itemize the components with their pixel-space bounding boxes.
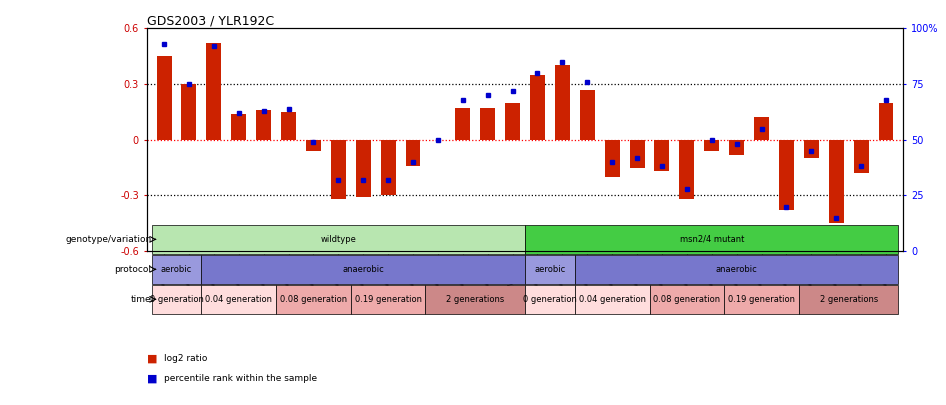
Text: 0.08 generation: 0.08 generation bbox=[280, 295, 347, 304]
Bar bbox=[754, 117, 769, 140]
Text: genotype/variation: genotype/variation bbox=[65, 235, 151, 244]
Bar bbox=[779, 140, 794, 210]
Bar bbox=[555, 66, 569, 140]
Bar bbox=[704, 140, 719, 151]
Bar bbox=[426, 285, 525, 314]
Bar bbox=[804, 140, 819, 158]
Bar bbox=[525, 255, 575, 284]
Text: anaerobic: anaerobic bbox=[342, 265, 384, 274]
Text: 0 generation: 0 generation bbox=[523, 295, 577, 304]
Text: msn2/4 mutant: msn2/4 mutant bbox=[679, 235, 744, 244]
Text: 2 generations: 2 generations bbox=[819, 295, 878, 304]
Text: 0.19 generation: 0.19 generation bbox=[728, 295, 795, 304]
Bar bbox=[356, 140, 371, 197]
Bar bbox=[630, 140, 644, 168]
Bar bbox=[829, 140, 844, 223]
Text: 2 generations: 2 generations bbox=[447, 295, 504, 304]
Text: log2 ratio: log2 ratio bbox=[164, 354, 207, 363]
Text: 0 generation: 0 generation bbox=[149, 295, 203, 304]
Bar bbox=[281, 112, 296, 140]
Bar bbox=[604, 140, 620, 177]
Bar bbox=[530, 75, 545, 140]
Bar bbox=[575, 285, 650, 314]
Bar bbox=[157, 56, 171, 140]
Bar bbox=[151, 225, 525, 254]
Bar bbox=[575, 255, 899, 284]
Bar bbox=[276, 285, 351, 314]
Bar bbox=[525, 285, 575, 314]
Bar bbox=[231, 114, 246, 140]
Bar bbox=[725, 285, 798, 314]
Text: aerobic: aerobic bbox=[161, 265, 192, 274]
Bar bbox=[481, 108, 495, 140]
Text: ■: ■ bbox=[147, 354, 157, 363]
Bar bbox=[306, 140, 321, 151]
Bar bbox=[798, 285, 899, 314]
Bar bbox=[655, 140, 670, 171]
Bar bbox=[853, 140, 868, 173]
Bar bbox=[201, 255, 525, 284]
Text: 0.08 generation: 0.08 generation bbox=[654, 295, 721, 304]
Bar bbox=[679, 140, 694, 199]
Text: time: time bbox=[131, 295, 151, 304]
Bar bbox=[206, 43, 221, 140]
Bar bbox=[505, 102, 520, 140]
Text: aerobic: aerobic bbox=[534, 265, 566, 274]
Bar bbox=[729, 140, 745, 155]
Bar bbox=[879, 102, 893, 140]
Text: ■: ■ bbox=[147, 374, 157, 384]
Text: protocol: protocol bbox=[114, 265, 151, 274]
Text: 0.04 generation: 0.04 generation bbox=[579, 295, 646, 304]
Bar bbox=[525, 225, 899, 254]
Text: percentile rank within the sample: percentile rank within the sample bbox=[164, 374, 317, 383]
Text: 0.04 generation: 0.04 generation bbox=[205, 295, 272, 304]
Bar bbox=[151, 285, 201, 314]
Bar bbox=[580, 90, 595, 140]
Bar bbox=[256, 110, 272, 140]
Text: GDS2003 / YLR192C: GDS2003 / YLR192C bbox=[147, 14, 273, 27]
Bar bbox=[351, 285, 426, 314]
Bar bbox=[650, 285, 725, 314]
Text: 0.19 generation: 0.19 generation bbox=[355, 295, 422, 304]
Text: wildtype: wildtype bbox=[321, 235, 357, 244]
Bar bbox=[151, 255, 201, 284]
Bar bbox=[201, 285, 276, 314]
Bar bbox=[455, 108, 470, 140]
Bar bbox=[331, 140, 346, 199]
Text: anaerobic: anaerobic bbox=[716, 265, 758, 274]
Bar bbox=[406, 140, 420, 166]
Bar bbox=[182, 84, 197, 140]
Bar bbox=[380, 140, 395, 195]
